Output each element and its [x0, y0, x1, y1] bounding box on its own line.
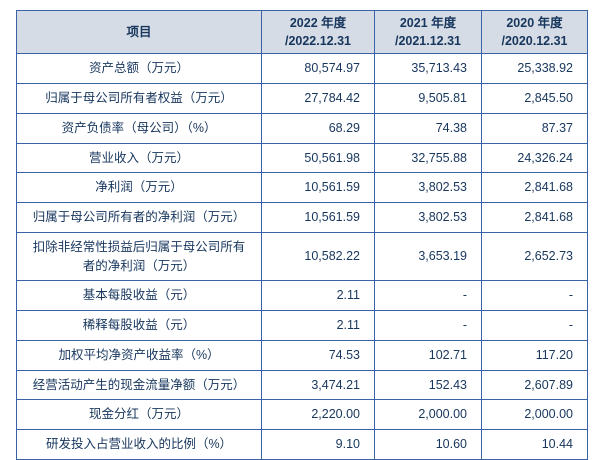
- row-value-cell: 32,755.88: [374, 142, 482, 174]
- header-cell-2022: 2022 年度 /2022.12.31: [261, 9, 375, 55]
- table-row: 归属于母公司所有者权益（万元） 27,784.42 9,505.81 2,845.50: [16, 83, 588, 114]
- row-value-cell: 2,220.00: [261, 399, 375, 430]
- row-value-cell: -: [481, 310, 588, 341]
- row-value-cell: 25,338.92: [481, 53, 588, 84]
- row-label-cell: 扣除非经常性损益后归属于母公司所有者的净利润（万元）: [16, 231, 262, 282]
- header-line2: /2021.12.31: [394, 34, 462, 49]
- row-value-cell: -: [374, 280, 482, 311]
- row-value-cell: 3,802.53: [374, 202, 482, 233]
- table-row: 资产负债率（母公司）（%） 68.29 74.38 87.37: [16, 112, 588, 144]
- row-value-cell: 24,326.24: [481, 142, 588, 174]
- row-value-cell: 10,561.59: [261, 202, 375, 233]
- row-value-cell: 35,713.43: [374, 53, 482, 84]
- table-row: 营业收入（万元） 50,561.98 32,755.88 24,326.24: [16, 142, 588, 174]
- row-value-cell: 2,000.00: [374, 399, 482, 430]
- header-line1: 2020 年度: [506, 16, 563, 30]
- row-value-cell: 2,841.68: [481, 172, 588, 203]
- row-value-cell: 2,607.89: [481, 369, 588, 401]
- table-row: 扣除非经常性损益后归属于母公司所有者的净利润（万元） 10,582.22 3,653…: [16, 231, 588, 282]
- row-value-cell: 2.11: [261, 280, 375, 311]
- header-line2: /2020.12.31: [501, 34, 568, 49]
- table-header-row: 项目 2022 年度 /2022.12.31 2021 年度 /2021.12.…: [16, 9, 588, 55]
- row-value-cell: 10,582.22: [261, 231, 375, 282]
- row-value-cell: 74.38: [374, 112, 482, 144]
- row-value-cell: 74.53: [261, 339, 375, 371]
- row-label-cell: 经营活动产生的现金流量净额（万元）: [16, 369, 262, 401]
- table-row: 研发投入占营业收入的比例（%） 9.10 10.60 10.44: [16, 429, 588, 460]
- row-value-cell: 3,474.21: [261, 369, 375, 401]
- row-label-cell: 现金分红（万元）: [16, 399, 262, 430]
- row-value-cell: 3,802.53: [374, 172, 482, 203]
- row-value-cell: 2,841.68: [481, 202, 588, 233]
- row-label-cell: 资产负债率（母公司）（%）: [16, 112, 262, 144]
- row-label-cell: 归属于母公司所有者权益（万元）: [16, 83, 262, 114]
- row-value-cell: 68.29: [261, 112, 375, 144]
- row-value-cell: 87.37: [481, 112, 588, 144]
- row-value-cell: 10.44: [481, 429, 588, 460]
- row-label-cell: 基本每股收益（元）: [16, 280, 262, 311]
- row-label-cell: 净利润（万元）: [16, 172, 262, 203]
- row-label-cell: 研发投入占营业收入的比例（%）: [16, 429, 262, 460]
- row-value-cell: 2.11: [261, 310, 375, 341]
- header-line1: 2021 年度: [399, 16, 457, 30]
- row-value-cell: 10.60: [374, 429, 482, 460]
- row-value-cell: 50,561.98: [261, 142, 375, 174]
- table-row: 稀释每股收益（元） 2.11- -: [16, 310, 588, 341]
- financial-summary-table: 项目 2022 年度 /2022.12.31 2021 年度 /2021.12.…: [16, 9, 588, 460]
- row-label-cell: 资产总额（万元）: [16, 53, 262, 84]
- table-body: 资产总额（万元） 80,574.97 35,713.43 25,338.92 归属于母公…: [16, 53, 588, 460]
- row-value-cell: 117.20: [481, 339, 588, 371]
- header-cell-2020: 2020 年度 /2020.12.31: [481, 9, 588, 55]
- row-value-cell: 2,652.73: [481, 231, 588, 282]
- row-value-cell: 152.43: [374, 369, 482, 401]
- row-value-cell: 2,000.00: [481, 399, 588, 430]
- header-line1: 项目: [126, 25, 152, 40]
- table-row: 基本每股收益（元） 2.11- -: [16, 280, 588, 311]
- table-row: 净利润（万元） 10,561.59 3,802.53 2,841.68: [16, 172, 588, 203]
- row-value-cell: 2,845.50: [481, 83, 588, 114]
- row-value-cell: -: [481, 280, 588, 311]
- table-row: 加权平均净资产收益率（%） 74.53 102.71 117.20: [16, 339, 588, 371]
- header-line1: 2022 年度: [289, 16, 347, 30]
- header-cell-2021: 2021 年度 /2021.12.31: [374, 9, 482, 55]
- row-value-cell: 80,574.97: [261, 53, 375, 84]
- header-line2: /2022.12.31: [284, 34, 352, 49]
- row-value-cell: 10,561.59: [261, 172, 375, 203]
- table-row: 资产总额（万元） 80,574.97 35,713.43 25,338.92: [16, 53, 588, 84]
- row-value-cell: 102.71: [374, 339, 482, 371]
- row-value-cell: 3,653.19: [374, 231, 482, 282]
- table-row: 经营活动产生的现金流量净额（万元） 3,474.21 152.43 2,607.89: [16, 369, 588, 401]
- row-label-cell: 加权平均净资产收益率（%）: [16, 339, 262, 371]
- table-row: 现金分红（万元） 2,220.00 2,000.00 2,000.00: [16, 399, 588, 430]
- row-value-cell: 9,505.81: [374, 83, 482, 114]
- row-value-cell: 27,784.42: [261, 83, 375, 114]
- row-value-cell: 9.10: [261, 429, 375, 460]
- header-cell-item: 项目: [16, 9, 262, 55]
- row-label-cell: 营业收入（万元）: [16, 142, 262, 174]
- row-label-cell: 稀释每股收益（元）: [16, 310, 262, 341]
- table-row: 归属于母公司所有者的净利润（万元） 10,561.59 3,802.53 2,841.…: [16, 202, 588, 233]
- row-label-cell: 归属于母公司所有者的净利润（万元）: [16, 202, 262, 233]
- row-value-cell: -: [374, 310, 482, 341]
